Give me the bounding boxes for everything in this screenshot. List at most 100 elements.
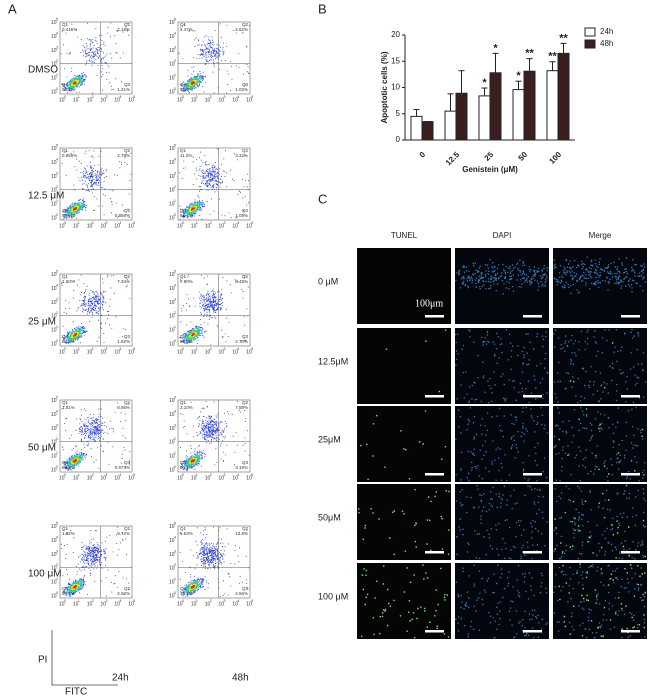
plot-frame [59,273,133,347]
x-tick-exponent: 3 [224,473,226,477]
x-tick-label: 10 [73,475,79,481]
y-tick-label: 10 [169,34,175,40]
y-tick-label: 10 [51,286,57,292]
x-tick-label: 10 [205,223,211,229]
x-tick-exponent: 2 [92,95,94,99]
quadrant-percent: 96.1% [62,87,75,92]
quadrant-percent: 11.2% [180,153,192,158]
y-tick-label: 10 [169,398,175,404]
y-tick-exponent: 3 [174,297,176,301]
x-tick-label: 10 [219,97,225,103]
y-tick-label: 10 [51,314,57,320]
y-tick-exponent: 5 [174,396,176,400]
quadrant-name: Q2 [242,526,249,531]
micrograph [357,563,451,639]
x-tick-label: 10 [101,349,107,355]
event-dots [65,328,84,343]
scale-bar [425,551,444,554]
micrograph [357,328,451,404]
y-tick-label: 10 [51,272,57,278]
y-tick-label: 10 [51,160,57,166]
y-axis-label: Apoptotic cells (%) [380,51,389,123]
quadrant-name: Q3 [242,208,249,213]
scale-bar [523,473,542,476]
quadrant-name: Q1 [62,400,69,405]
x-tick-exponent: 2 [92,221,94,225]
y-tick-label: 10 [51,524,57,530]
y-tick-label: 10 [169,20,175,26]
x-tick-exponent: 4 [119,599,121,603]
micrograph [455,406,549,482]
x-tick-exponent: 1 [196,599,198,603]
x-tick-label: 10 [73,601,79,607]
quadrant-percent: 84.4% [180,213,193,218]
x-tick-exponent: 4 [119,473,121,477]
y-tick-label: 10 [169,62,175,68]
x-tick-exponent: 0 [182,347,184,351]
x-tick-exponent: 4 [237,221,239,225]
bar [489,72,502,141]
event-dots [184,579,202,594]
row-label: 25μM [318,434,341,444]
y-tick-label: 10 [51,327,57,333]
quadrant-percent: 1.50% [62,279,75,284]
y-tick-label: 10 [51,174,57,180]
quadrant-percent: 2.76% [117,153,130,158]
scale-bar [621,630,640,633]
x-tick-exponent: 0 [64,347,66,351]
x-tick-label: 10 [59,97,65,103]
quadrant-name: Q3 [124,460,131,465]
row-label: 12.5μM [318,356,348,366]
x-tick-label: 10 [128,97,134,103]
x-tick-exponent: 1 [196,473,198,477]
quadrant-name: Q4 [62,334,69,339]
event-dots [184,201,202,216]
quadrant-percent: 0.859% [115,213,130,218]
y-tick-exponent: 1 [56,325,58,329]
event-dots [186,581,199,592]
x-tick-exponent: 4 [237,95,239,99]
y-tick-exponent: 4 [174,536,176,540]
y-tick-exponent: 3 [174,423,176,427]
plot-frame [177,399,251,473]
quadrant-percent: 0.446% [62,27,77,32]
quadrant-name: Q4 [180,208,187,213]
quadrant-percent: 1.82% [117,339,130,344]
significance: ** [559,32,568,44]
event-dots [61,150,132,220]
y-tick-label: 10 [169,160,175,166]
x-tick-exponent: 1 [78,221,80,225]
y-tick-label: 10 [391,83,400,92]
legend-swatch [584,39,596,49]
x-tick-label: 10 [232,601,238,607]
quadrant-percent: 95.6% [62,213,75,218]
x-tick-label: 10 [191,475,197,481]
quadrant-percent: 7.34% [117,279,130,284]
quadrant-percent: 0.973% [115,465,130,470]
bar [455,92,468,141]
bar [410,115,423,141]
row-label: 0 μM [318,276,338,286]
y-tick-label: 10 [169,48,175,54]
y-tick-exponent: 1 [174,199,176,203]
quadrant-name: Q2 [124,274,131,279]
x-tick-exponent: 3 [224,221,226,225]
scale-bar [621,315,640,318]
event-dots [180,400,250,472]
scale-bar [523,630,542,633]
x-tick-label: 10 [114,475,120,481]
quadrant-percent: 3.32% [235,153,248,158]
quadrant-percent: 88.3% [62,465,75,470]
micrograph [455,248,549,324]
row-label: 100 μM [318,591,348,601]
scale-bar [621,395,640,398]
scale-bar [621,551,640,554]
y-tick-exponent: 5 [56,396,58,400]
y-tick-exponent: 3 [56,45,58,49]
y-tick-label: 10 [169,201,175,207]
event-dots [71,79,79,87]
quadrant-name: Q2 [124,526,131,531]
event-dots [72,459,78,463]
x-tick-label: 10 [87,97,93,103]
row-label: 50 μM [28,443,56,454]
